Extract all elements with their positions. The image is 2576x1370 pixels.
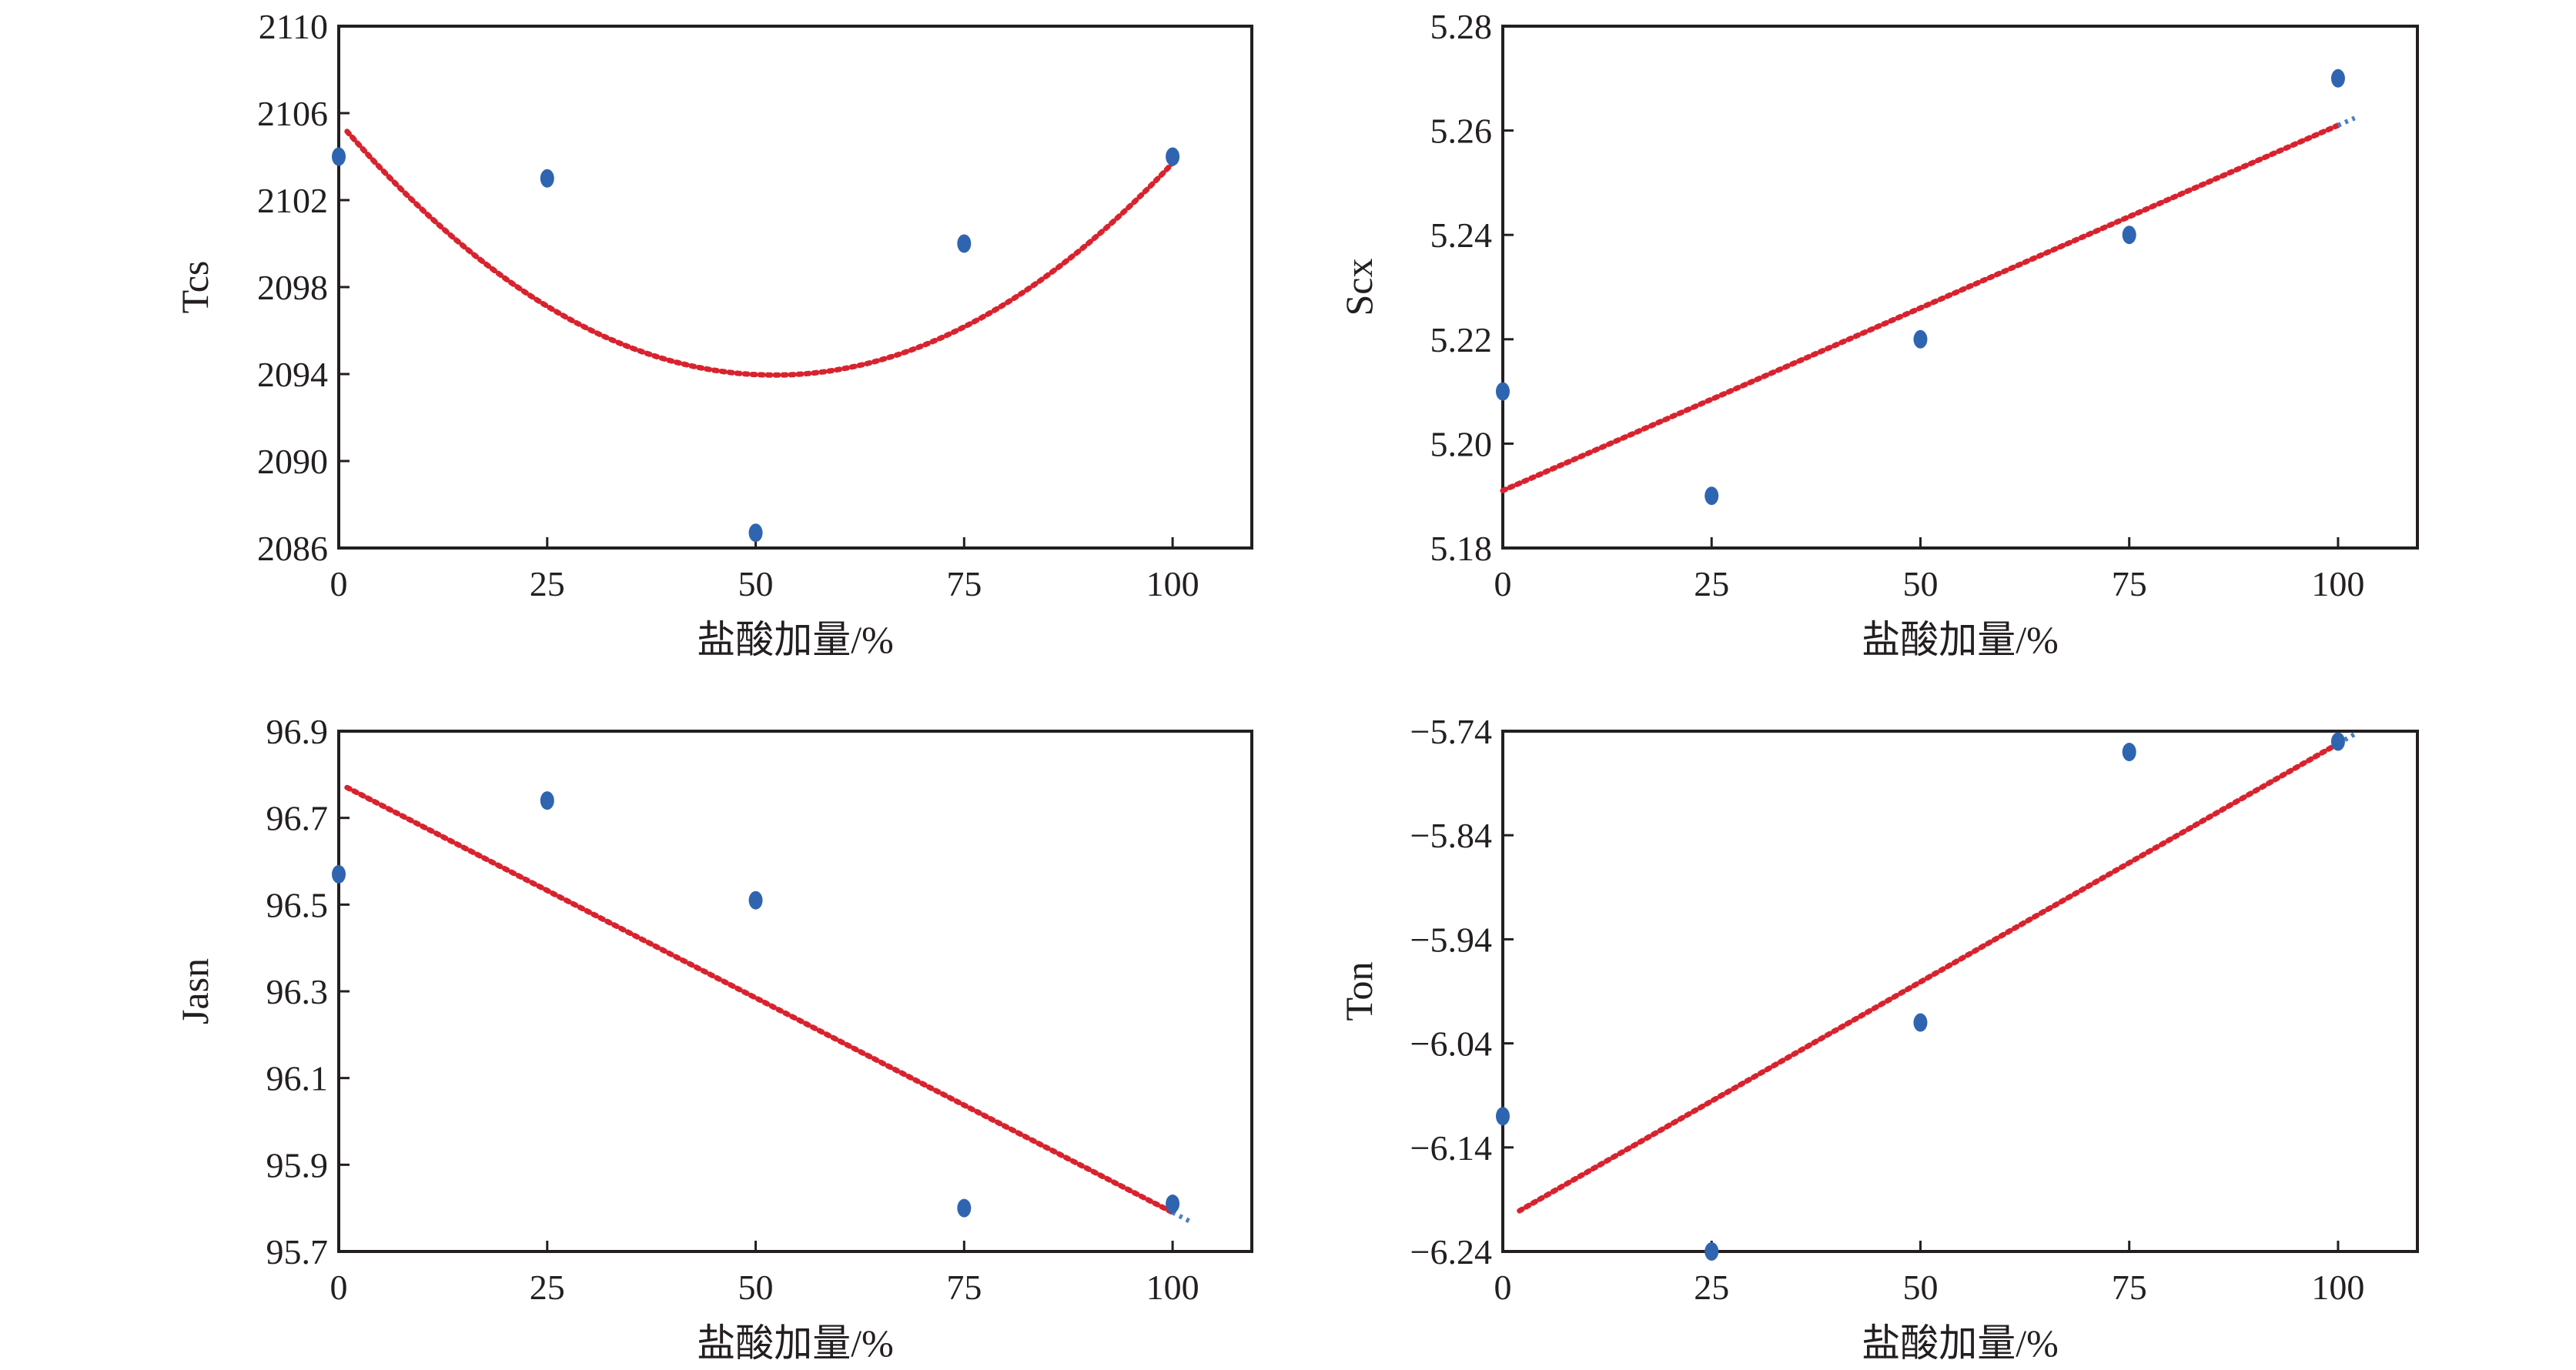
data-point xyxy=(332,147,346,166)
data-point xyxy=(2122,743,2136,762)
y-tick-label: 2090 xyxy=(257,442,328,481)
x-tick-label: 0 xyxy=(330,564,348,603)
y-axis-label: Ton xyxy=(1337,961,1380,1021)
data-point xyxy=(1705,1242,1719,1261)
plot-frame xyxy=(1501,730,2419,1253)
y-tick-label: 95.7 xyxy=(266,1232,329,1271)
trendline-extension xyxy=(2337,115,2356,128)
data-point xyxy=(540,169,554,188)
x-axis-label: 盐酸加量/% xyxy=(1862,1322,2059,1365)
y-tick-label: 5.26 xyxy=(1430,112,1493,151)
y-tick-label: −6.04 xyxy=(1410,1024,1492,1064)
x-tick-label: 25 xyxy=(1694,1268,1729,1307)
data-point xyxy=(1496,382,1510,401)
data-point xyxy=(2330,68,2345,88)
data-point xyxy=(748,523,763,543)
y-tick-label: −6.24 xyxy=(1410,1232,1492,1271)
x-tick-label: 25 xyxy=(1694,564,1729,603)
trendline-extension xyxy=(2337,732,2357,746)
x-tick-label: 75 xyxy=(946,1268,982,1307)
data-point xyxy=(1166,1195,1180,1214)
trendline xyxy=(1500,122,2341,493)
x-tick-label: 50 xyxy=(738,564,774,603)
y-tick-label: 2086 xyxy=(257,529,328,568)
data-point xyxy=(332,864,346,884)
x-tick-label: 0 xyxy=(330,1268,348,1307)
x-tick-label: 25 xyxy=(530,564,565,603)
x-tick-label: 75 xyxy=(2112,564,2147,603)
subplot-ton: 0 25 50 75 100 −6.24 −6.14 −6.04 −5.94 −5.84 −5.74… xyxy=(1337,712,2419,1365)
y-tick-label: 5.22 xyxy=(1430,320,1493,359)
trendline xyxy=(344,784,1176,1215)
y-tick-label: 96.3 xyxy=(266,972,329,1011)
y-axis-label: Jasn xyxy=(173,958,216,1024)
x-axis-label: 盐酸加量/% xyxy=(697,618,894,661)
x-tick-label: 25 xyxy=(530,1268,565,1307)
x-tick-label: 0 xyxy=(1494,1268,1512,1307)
x-tick-label: 75 xyxy=(2112,1268,2147,1307)
y-tick-label: 2098 xyxy=(257,268,328,307)
y-tick-label: 2102 xyxy=(257,181,328,220)
y-tick-label: 2094 xyxy=(257,355,328,394)
x-tick-label: 75 xyxy=(946,564,982,603)
x-tick-label: 50 xyxy=(738,1268,774,1307)
trendline-extension xyxy=(1171,1210,1191,1224)
x-tick-label: 50 xyxy=(1902,1268,1938,1307)
x-tick-label: 100 xyxy=(1146,1268,1199,1307)
y-tick-label: 96.9 xyxy=(266,712,329,751)
y-tick-label: 5.20 xyxy=(1430,424,1493,463)
subplot-jasn: 0 25 50 75 100 95.7 95.9 96.1 96.3 96.5 96.7 96.9 盐酸… xyxy=(173,712,1253,1365)
y-tick-label: 5.18 xyxy=(1430,529,1493,568)
y-tick-label: 5.28 xyxy=(1430,7,1493,46)
y-tick-label: −5.94 xyxy=(1410,920,1492,959)
y-tick-label: −5.84 xyxy=(1410,816,1492,855)
x-tick-label: 100 xyxy=(2311,564,2364,603)
data-point xyxy=(957,234,972,253)
data-point xyxy=(957,1198,972,1218)
x-tick-label: 100 xyxy=(1146,564,1199,603)
x-tick-label: 50 xyxy=(1902,564,1938,603)
plot-frame xyxy=(1501,25,2419,550)
y-tick-label: 96.7 xyxy=(266,799,329,838)
y-axis-label: Tcs xyxy=(173,261,216,314)
y-tick-label: 96.1 xyxy=(266,1059,329,1098)
data-point xyxy=(1913,1013,1928,1032)
y-axis-label: Scx xyxy=(1337,259,1380,316)
y-tick-label: 95.9 xyxy=(266,1145,329,1185)
data-point xyxy=(1166,147,1180,166)
data-point xyxy=(2330,732,2345,751)
data-point xyxy=(540,791,554,810)
plot-frame xyxy=(337,25,1253,550)
x-axis-label: 盐酸加量/% xyxy=(1862,618,2059,661)
x-tick-label: 0 xyxy=(1494,564,1512,603)
trendline xyxy=(1517,740,2341,1214)
subplot-tcs: 0 25 50 75 100 2086 2090 2094 2098 2102 2106 2110 盐酸… xyxy=(173,7,1253,661)
y-tick-label: 2110 xyxy=(259,7,328,46)
plot-frame xyxy=(337,730,1253,1253)
x-axis-label: 盐酸加量/% xyxy=(697,1322,894,1365)
y-tick-label: 5.24 xyxy=(1430,216,1493,255)
y-tick-label: −5.74 xyxy=(1410,712,1492,751)
trendline xyxy=(344,129,1176,378)
data-point xyxy=(1496,1107,1510,1126)
y-tick-label: 96.5 xyxy=(266,885,329,924)
data-point xyxy=(748,890,763,910)
subplot-scx: 0 25 50 75 100 5.18 5.20 5.22 5.24 5.26 5.28 盐酸加量/%… xyxy=(1337,7,2419,661)
y-tick-label: −6.14 xyxy=(1410,1128,1492,1168)
y-tick-label: 2106 xyxy=(257,94,328,133)
data-point xyxy=(1913,329,1928,349)
x-tick-label: 100 xyxy=(2311,1268,2364,1307)
data-point xyxy=(2122,226,2136,245)
data-point xyxy=(1705,486,1719,506)
